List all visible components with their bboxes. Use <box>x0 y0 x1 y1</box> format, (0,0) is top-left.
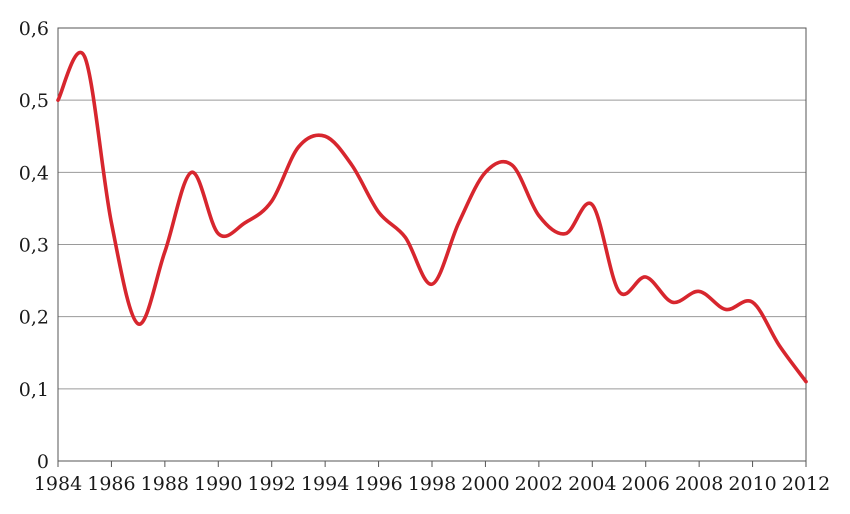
x-tick-label: 2008 <box>675 473 723 495</box>
data-point <box>243 221 247 225</box>
x-tick-label: 2002 <box>515 473 563 495</box>
data-point <box>670 300 674 304</box>
data-point <box>777 344 781 348</box>
x-tick-label: 1986 <box>87 473 135 495</box>
data-point <box>83 55 87 59</box>
x-tick-label: 1984 <box>34 473 82 495</box>
x-tick-label: 2004 <box>568 473 616 495</box>
x-tick-label: 2000 <box>461 473 509 495</box>
y-tick-label: 0,6 <box>19 18 49 40</box>
data-point <box>109 221 113 225</box>
data-point <box>136 322 140 326</box>
data-point <box>537 214 541 218</box>
y-tick-label: 0,2 <box>19 307 49 329</box>
data-point <box>564 232 568 236</box>
x-tick-label: 1994 <box>301 473 349 495</box>
x-axis-tick-labels: 1984 1986 1988 1990 1992 1994 1996 1998 2000 2002… <box>34 461 830 495</box>
y-tick-label: 0,1 <box>19 379 49 401</box>
data-point <box>457 221 461 225</box>
x-tick-label: 1988 <box>141 473 189 495</box>
data-point <box>403 235 407 239</box>
y-axis-tick-labels: 0 0,1 0,2 0,3 0,4 0,5 0,6 <box>19 18 49 473</box>
data-point <box>350 163 354 167</box>
series-group <box>56 51 808 384</box>
data-point <box>56 98 60 102</box>
y-tick-label: 0,5 <box>19 90 49 112</box>
data-point <box>483 170 487 174</box>
data-point <box>216 232 220 236</box>
series-line <box>56 51 808 384</box>
data-point <box>617 289 621 293</box>
data-point <box>377 210 381 214</box>
x-tick-label: 2010 <box>728 473 776 495</box>
y-tick-label: 0,3 <box>19 235 49 257</box>
data-point <box>163 250 167 254</box>
x-tick-label: 2006 <box>622 473 670 495</box>
data-point <box>697 289 701 293</box>
data-point <box>190 170 194 174</box>
data-point <box>804 380 808 384</box>
data-point <box>296 145 300 149</box>
grid-lines <box>58 99 806 390</box>
x-tick-label: 2012 <box>782 473 830 495</box>
x-tick-label: 1996 <box>354 473 402 495</box>
data-point <box>751 300 755 304</box>
data-point <box>644 275 648 279</box>
y-tick-label: 0,4 <box>19 162 49 184</box>
y-tick-label: 0 <box>37 451 49 473</box>
data-point <box>510 163 514 167</box>
data-point <box>270 199 274 203</box>
x-tick-label: 1998 <box>408 473 456 495</box>
plot-area-frame <box>57 27 807 462</box>
data-point <box>590 203 594 207</box>
data-point <box>724 307 728 311</box>
x-tick-label: 1990 <box>194 473 242 495</box>
x-tick-label: 1992 <box>248 473 296 495</box>
data-point <box>323 134 327 138</box>
data-point <box>430 282 434 286</box>
